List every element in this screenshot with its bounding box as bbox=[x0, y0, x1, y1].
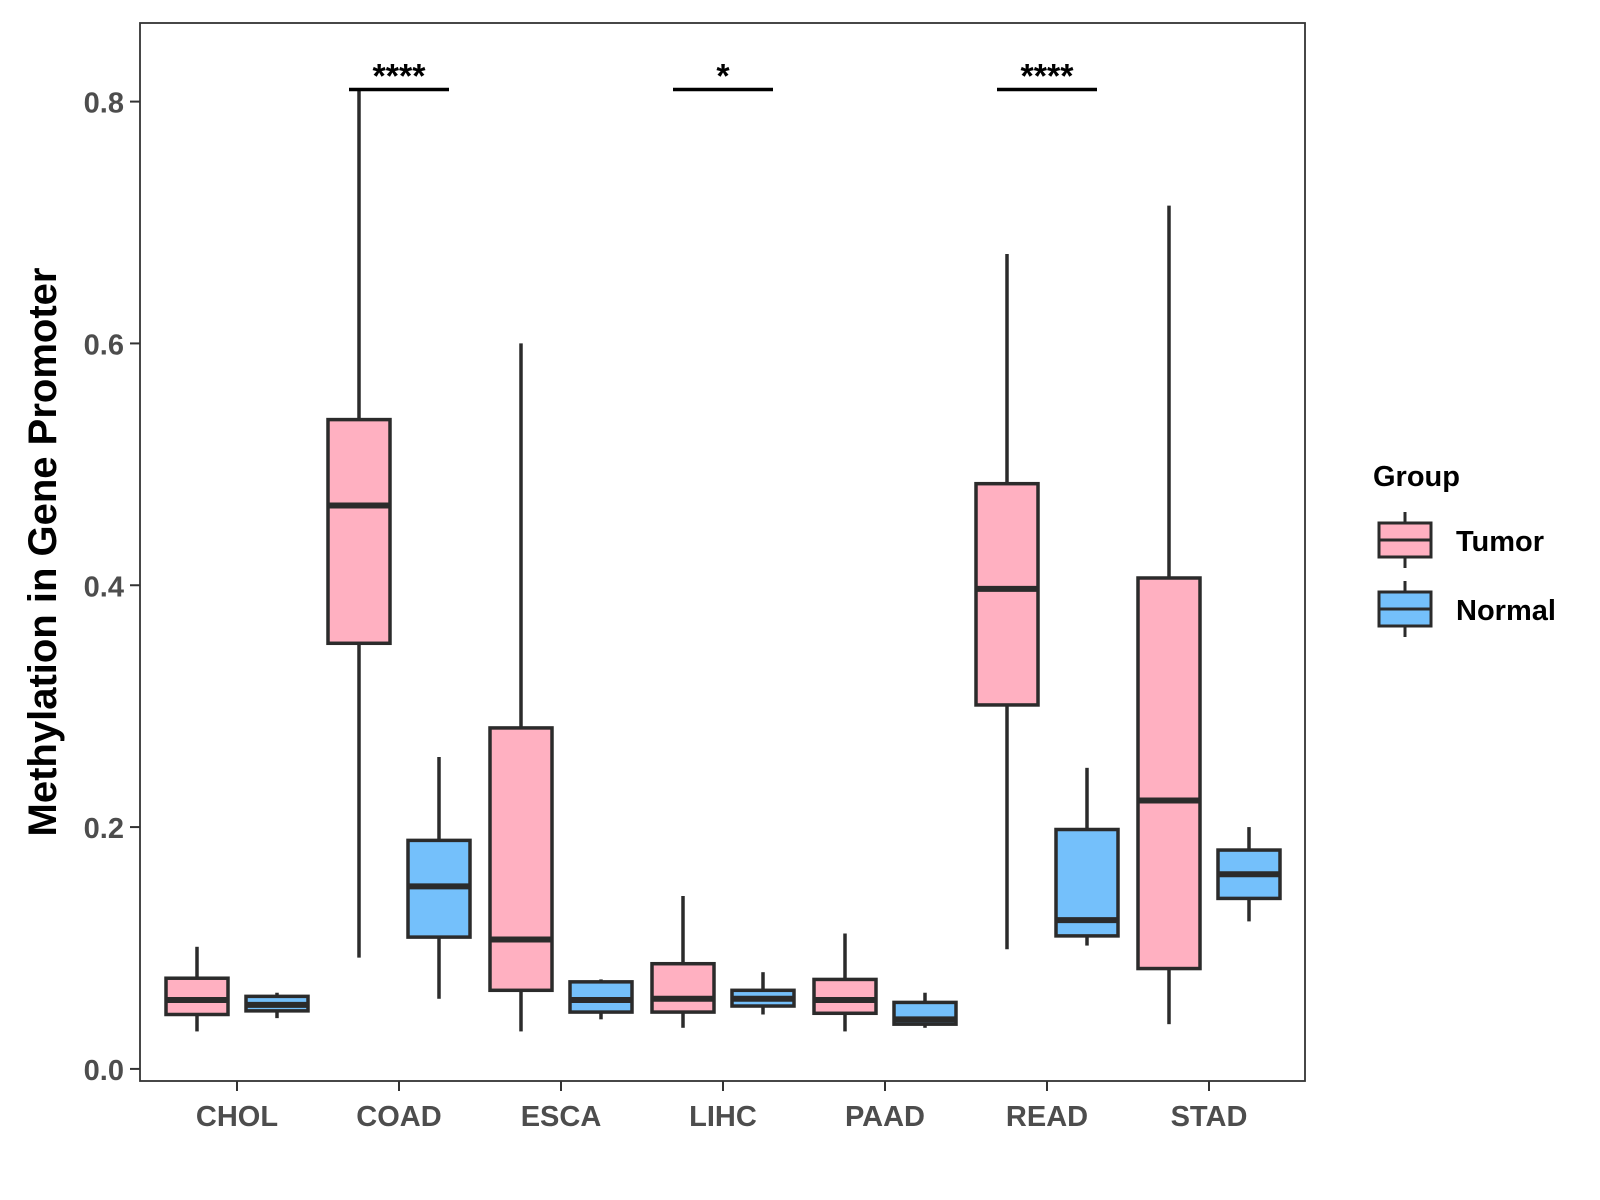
box-iqr bbox=[650, 961, 716, 1014]
box-normal-chol bbox=[244, 992, 310, 1019]
box-normal-stad bbox=[1216, 827, 1282, 922]
box-series bbox=[164, 89, 1282, 1032]
y-tick-label: 0.6 bbox=[84, 329, 124, 361]
plot-panel-border bbox=[139, 22, 1306, 1082]
box-iqr bbox=[974, 481, 1040, 707]
box-iqr bbox=[812, 977, 878, 1016]
x-tick-label: READ bbox=[1006, 1101, 1088, 1133]
box-iqr bbox=[1136, 576, 1202, 971]
legend-label: Normal bbox=[1456, 595, 1556, 627]
x-axis: CHOL COAD ESCA LIHC PAAD READ STAD bbox=[196, 1081, 1247, 1133]
significance-label: **** bbox=[373, 58, 427, 96]
x-tick-label: COAD bbox=[356, 1101, 441, 1133]
box-tumor-coad bbox=[326, 89, 392, 958]
significance-label: * bbox=[716, 58, 730, 96]
legend-entry-normal: Normal bbox=[1377, 581, 1556, 637]
x-tick-label: CHOL bbox=[196, 1101, 278, 1133]
box-tumor-esca bbox=[488, 343, 554, 1032]
y-axis-title: Methylation in Gene Promoter bbox=[21, 268, 65, 837]
box-iqr bbox=[326, 417, 392, 646]
box-normal-read bbox=[1054, 767, 1120, 946]
significance-annotations: **** * **** bbox=[349, 58, 1097, 96]
x-tick-label: ESCA bbox=[521, 1101, 602, 1133]
legend-label: Tumor bbox=[1456, 526, 1544, 558]
box-normal-esca bbox=[568, 979, 634, 1020]
y-tick-label: 0.4 bbox=[84, 571, 124, 603]
legend: Group Tumor Normal bbox=[1373, 461, 1556, 637]
box-normal-coad bbox=[406, 756, 472, 999]
y-tick-label: 0.8 bbox=[84, 88, 124, 120]
box-normal-lihc bbox=[730, 972, 796, 1015]
box-tumor-read bbox=[974, 253, 1040, 950]
box-iqr bbox=[568, 980, 634, 1014]
y-tick-label: 0.2 bbox=[84, 813, 124, 845]
significance-label: **** bbox=[1021, 58, 1075, 96]
x-tick-label: STAD bbox=[1171, 1101, 1248, 1133]
y-axis: 0.0 0.2 0.4 0.6 0.8 bbox=[84, 88, 140, 1087]
legend-title: Group bbox=[1373, 461, 1460, 493]
y-tick-label: 0.0 bbox=[84, 1055, 124, 1087]
x-tick-label: LIHC bbox=[689, 1101, 757, 1133]
x-tick-label: PAAD bbox=[845, 1101, 925, 1133]
box-iqr bbox=[488, 726, 554, 993]
box-tumor-lihc bbox=[650, 896, 716, 1028]
box-tumor-stad bbox=[1136, 205, 1202, 1025]
box-tumor-chol bbox=[164, 946, 230, 1032]
box-iqr bbox=[164, 976, 230, 1017]
box-normal-paad bbox=[892, 992, 958, 1028]
box-tumor-paad bbox=[812, 933, 878, 1032]
legend-entry-tumor: Tumor bbox=[1377, 512, 1544, 568]
